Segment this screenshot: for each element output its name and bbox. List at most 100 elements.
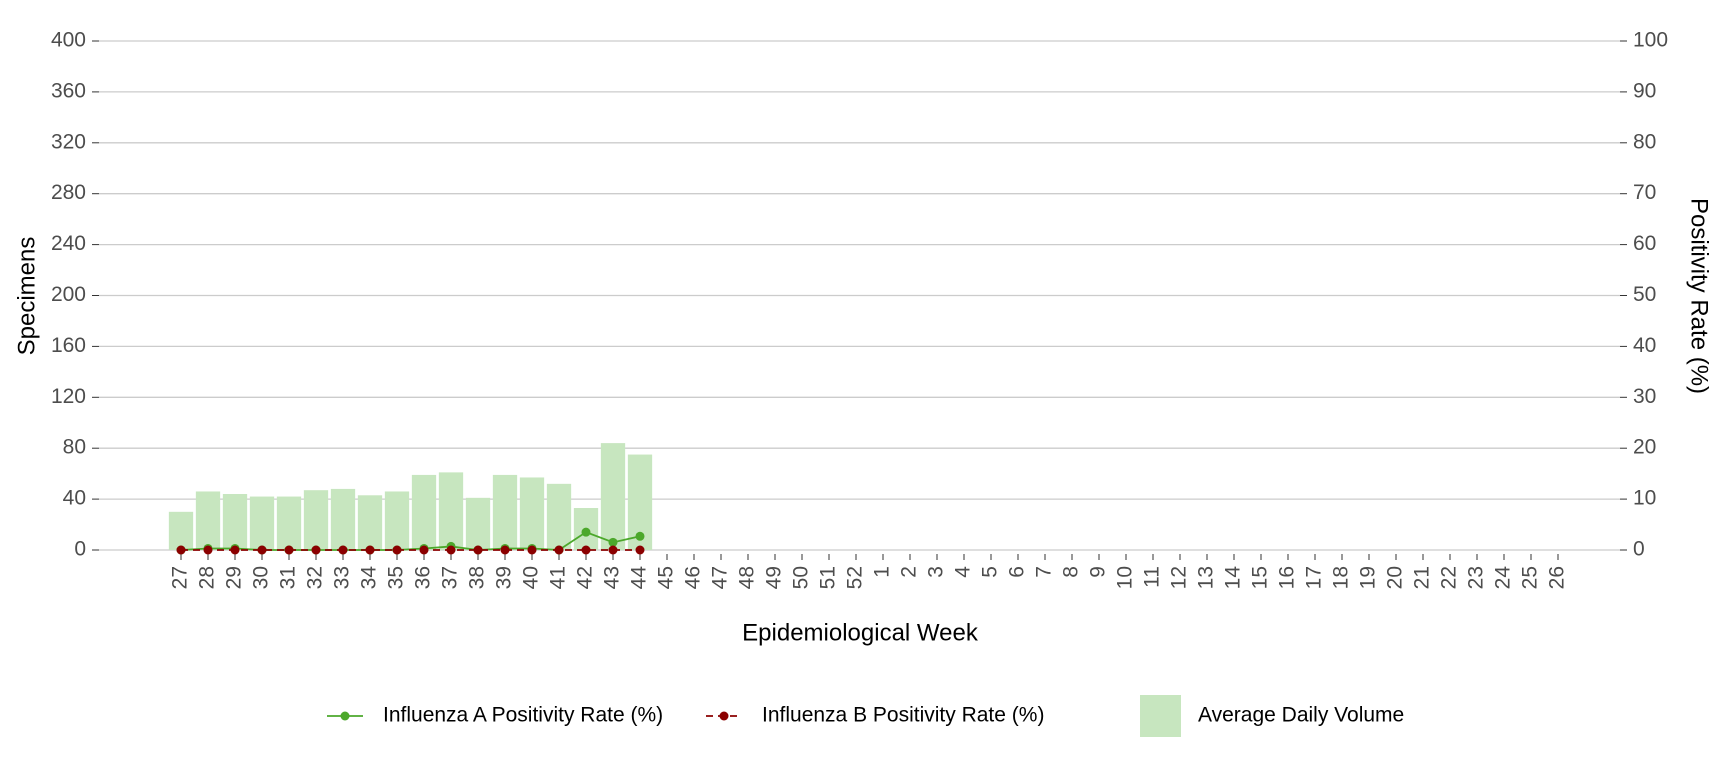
point [392, 545, 402, 555]
point [635, 531, 645, 541]
y-tick-label: 320 [51, 130, 86, 153]
bar [546, 483, 572, 550]
x-tick-label: 7 [1033, 566, 1056, 578]
y2-tick-label: 20 [1633, 436, 1656, 459]
bar [519, 477, 545, 550]
x-tick-label: 6 [1006, 566, 1029, 578]
y2-tick-label: 100 [1633, 29, 1668, 52]
y-axis-label: Specimens [13, 237, 40, 356]
x-tick-label: 11 [1141, 566, 1164, 588]
x-tick-label: 21 [1411, 566, 1434, 589]
y2-tick-label: 60 [1633, 232, 1656, 255]
point [257, 545, 267, 555]
point [230, 545, 240, 555]
bar [303, 490, 329, 550]
legend-swatch [340, 711, 350, 721]
point [446, 545, 456, 555]
point [608, 537, 618, 547]
y-tick-label: 200 [51, 283, 86, 306]
x-tick-label: 46 [682, 566, 705, 589]
point [365, 545, 375, 555]
x-axis-label: Epidemiological Week [742, 619, 979, 646]
bar [411, 474, 437, 550]
x-tick-label: 52 [844, 566, 867, 589]
y-tick-label: 120 [51, 385, 86, 408]
y2-tick-label: 0 [1633, 538, 1645, 561]
x-tick-label: 50 [790, 566, 813, 589]
x-tick-label: 10 [1114, 566, 1137, 589]
bar [465, 497, 491, 550]
x-tick-label: 28 [196, 566, 219, 589]
x-tick-label: 33 [331, 566, 354, 589]
x-tick-label: 36 [412, 566, 435, 589]
bar [330, 488, 356, 550]
x-tick-label: 38 [466, 566, 489, 589]
x-tick-label: 15 [1249, 566, 1272, 589]
y2-tick-label: 70 [1633, 181, 1656, 204]
x-tick-label: 41 [547, 566, 570, 589]
y2-tick-label: 90 [1633, 79, 1656, 102]
x-tick-label: 30 [250, 566, 273, 589]
x-tick-label: 22 [1438, 566, 1461, 589]
bar [384, 491, 410, 550]
point [500, 545, 510, 555]
x-tick-label: 44 [628, 566, 651, 590]
point [554, 545, 564, 555]
legend-swatch [1140, 695, 1181, 737]
x-tick-label: 18 [1330, 566, 1353, 589]
x-tick-label: 39 [493, 566, 516, 589]
x-tick-label: 32 [304, 566, 327, 589]
point [473, 545, 483, 555]
y-tick-label: 400 [51, 29, 86, 52]
x-tick-label: 24 [1492, 566, 1515, 590]
x-tick-label: 29 [223, 566, 246, 589]
x-tick-label: 37 [439, 566, 462, 589]
bar [276, 496, 302, 550]
point [581, 527, 591, 537]
bar [492, 474, 518, 550]
x-tick-label: 5 [979, 566, 1002, 578]
x-tick-label: 31 [277, 566, 300, 589]
x-tick-label: 25 [1519, 566, 1542, 589]
x-tick-label: 12 [1168, 566, 1191, 589]
legend-label: Average Daily Volume [1198, 704, 1404, 727]
x-tick-label: 35 [385, 566, 408, 589]
point [635, 545, 645, 555]
x-tick-label: 48 [736, 566, 759, 589]
x-tick-label: 27 [169, 566, 192, 589]
y-tick-label: 80 [63, 436, 86, 459]
x-tick-label: 51 [817, 566, 840, 589]
y-tick-label: 40 [63, 487, 86, 510]
x-tick-label: 26 [1546, 566, 1569, 589]
y-tick-label: 0 [74, 538, 86, 561]
x-tick-label: 13 [1195, 566, 1218, 589]
bar [168, 511, 194, 550]
x-tick-label: 1 [871, 566, 894, 578]
point [608, 545, 618, 555]
x-tick-label: 8 [1060, 566, 1083, 578]
y2-tick-label: 10 [1633, 487, 1656, 510]
point [176, 545, 186, 555]
point [419, 545, 429, 555]
y-tick-label: 160 [51, 334, 86, 357]
x-tick-label: 19 [1357, 566, 1380, 589]
x-tick-label: 3 [925, 566, 948, 578]
y2-tick-label: 40 [1633, 334, 1656, 357]
y2-axis-label: Positivity Rate (%) [1686, 198, 1713, 394]
bar [222, 494, 248, 550]
x-tick-label: 4 [952, 566, 975, 578]
x-tick-label: 42 [574, 566, 597, 589]
x-tick-label: 47 [709, 566, 732, 589]
x-tick-label: 2 [898, 566, 921, 578]
x-tick-label: 40 [520, 566, 543, 589]
bar [357, 495, 383, 550]
y2-tick-label: 30 [1633, 385, 1656, 408]
y2-tick-label: 80 [1633, 130, 1656, 153]
legend-swatch [719, 711, 729, 721]
bar [195, 491, 221, 550]
x-tick-label: 17 [1303, 566, 1326, 589]
x-tick-label: 49 [763, 566, 786, 589]
y-tick-label: 360 [51, 79, 86, 102]
point [311, 545, 321, 555]
y2-tick-label: 50 [1633, 283, 1656, 306]
